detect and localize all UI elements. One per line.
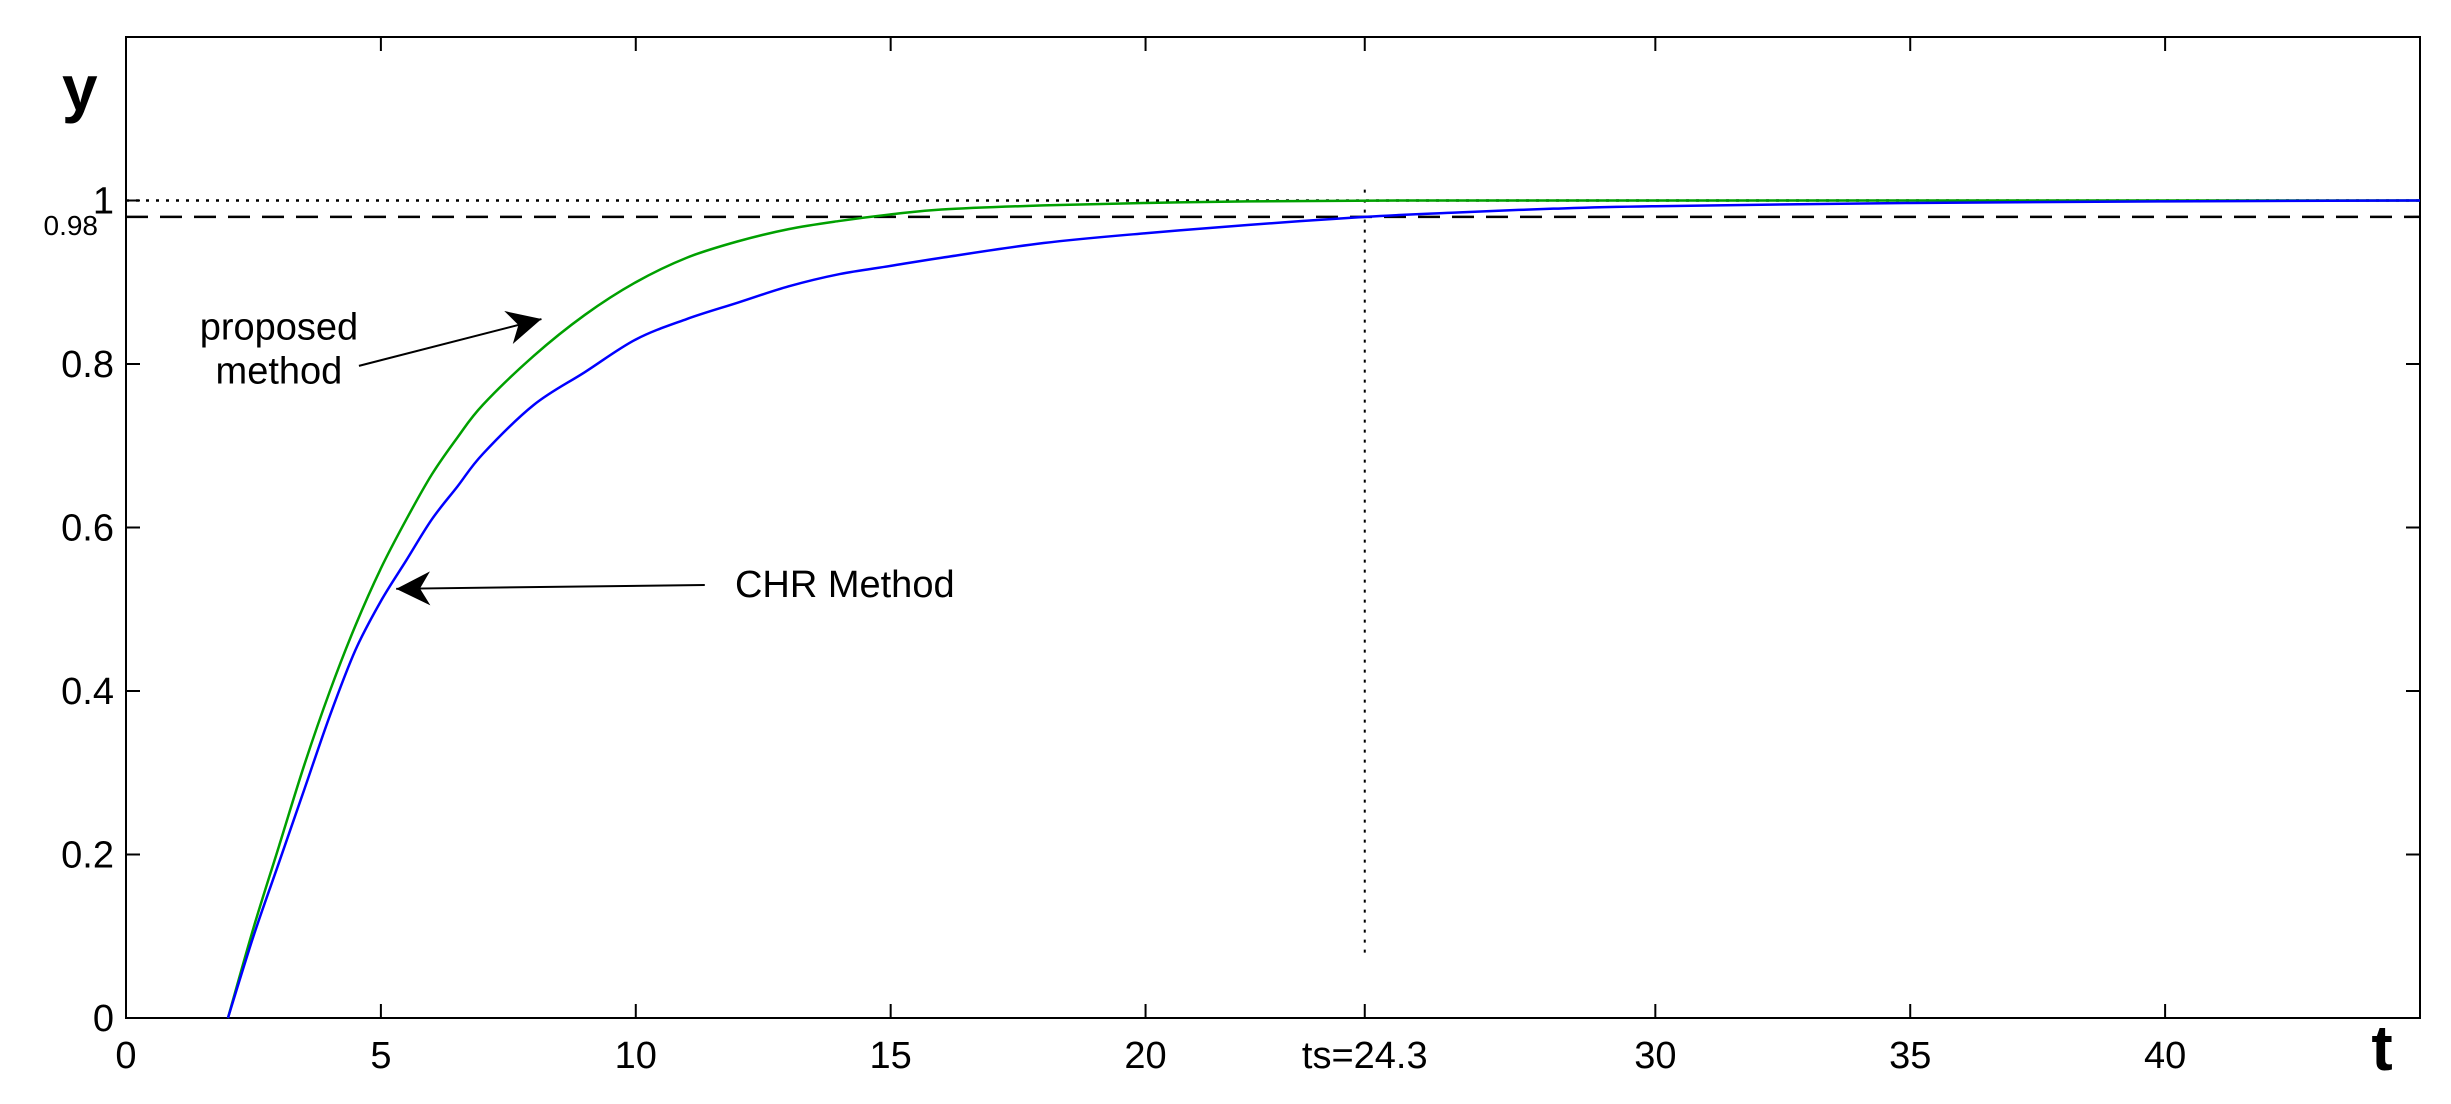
annotation-arrow xyxy=(396,571,705,606)
tick-labels: 0 5 10 15 20 ts=24.3 30 35 40 0 0.2 0.4 0.6 0.8 10.98 y… xyxy=(44,52,2393,1084)
x-tick-label: 30 xyxy=(1634,1035,1676,1077)
annotation-text: method xyxy=(216,350,343,392)
x-tick-label: 35 xyxy=(1889,1035,1931,1077)
series-line-2 xyxy=(226,199,2421,1019)
y-tick-label: 0.4 xyxy=(61,671,114,713)
x-tick-label: 40 xyxy=(2144,1035,2186,1077)
y-extra-tick-label: 0.98 xyxy=(44,210,99,241)
y-tick-label: 0 xyxy=(93,998,114,1040)
y-tick-label: 1 xyxy=(93,181,114,223)
x-axis-label: t xyxy=(2371,1012,2392,1084)
x-tick-label: 15 xyxy=(870,1035,912,1077)
x-tick-label: 10 xyxy=(615,1035,657,1077)
x-tick-label: 20 xyxy=(1124,1035,1166,1077)
x-tick-label: ts=24.3 xyxy=(1302,1035,1428,1077)
plot-frame xyxy=(125,36,2421,1019)
y-axis-label: y xyxy=(62,52,98,124)
annotation-text: proposed xyxy=(200,306,358,348)
y-tick-label: 0.8 xyxy=(61,344,114,386)
x-tick-label: 0 xyxy=(115,1035,136,1077)
y-tick-label: 0.6 xyxy=(61,508,114,550)
y-tick-label: 0.2 xyxy=(61,835,114,877)
annotation-text: CHR Method xyxy=(735,564,955,606)
annotation-arrow xyxy=(358,311,542,367)
series-line-1 xyxy=(226,199,2420,1019)
reference-lines xyxy=(126,184,2420,953)
x-tick-label: 5 xyxy=(370,1035,391,1077)
plot-axes xyxy=(125,36,2421,1019)
series-lines xyxy=(226,199,2421,1019)
